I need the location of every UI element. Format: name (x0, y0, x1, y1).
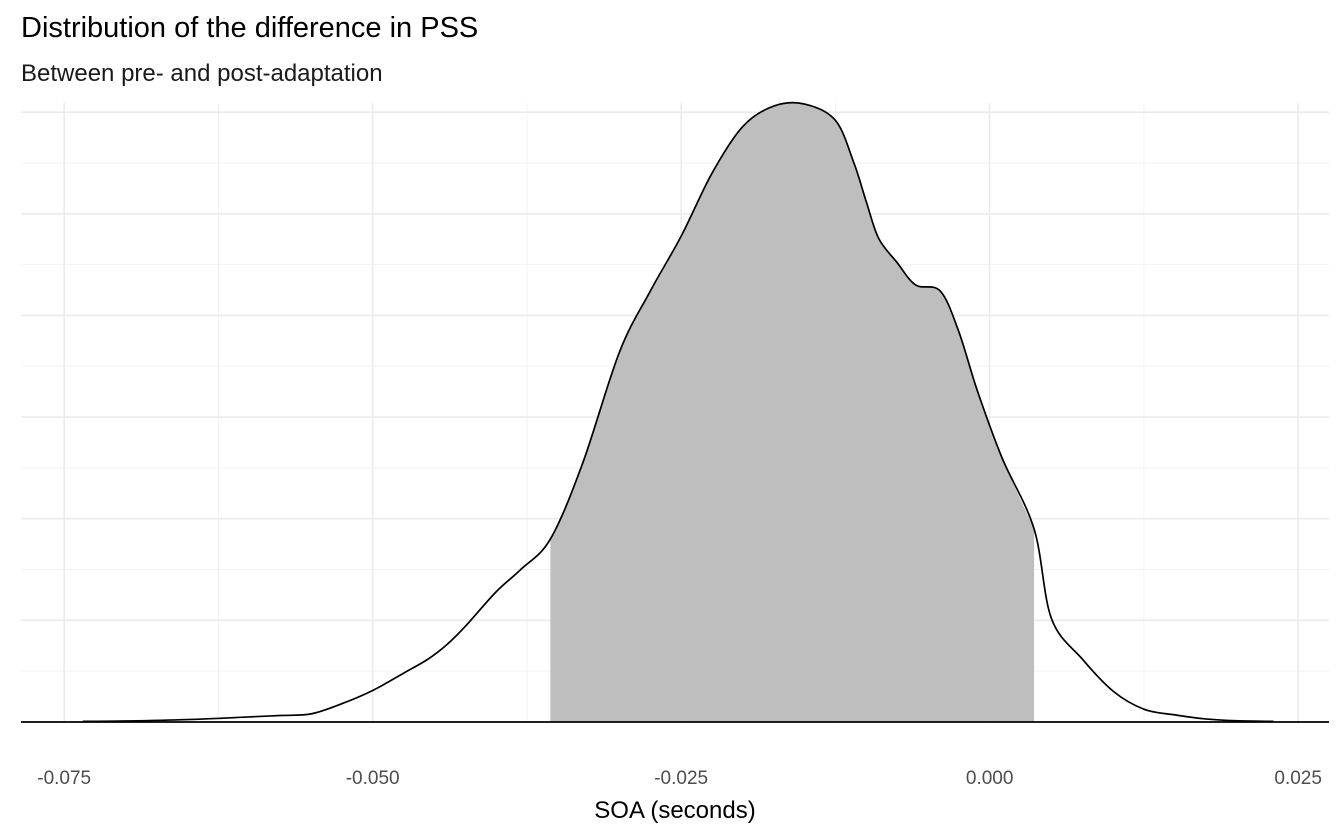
x-tick-label: -0.050 (346, 768, 400, 789)
x-tick-label: 0.025 (1274, 768, 1322, 789)
x-axis-title: SOA (seconds) (594, 797, 755, 824)
chart-subtitle: Between pre- and post-adaptation (21, 60, 383, 87)
x-tick-labels: -0.075 -0.050 -0.025 0.000 0.025 (37, 768, 1322, 789)
x-tick-label: 0.000 (966, 768, 1014, 789)
shaded-interval-area (550, 102, 1035, 722)
chart-title: Distribution of the difference in PSS (21, 12, 479, 44)
density-curve (82, 101, 1274, 723)
x-tick-label: -0.075 (37, 768, 91, 789)
x-tick-label: -0.025 (654, 768, 708, 789)
